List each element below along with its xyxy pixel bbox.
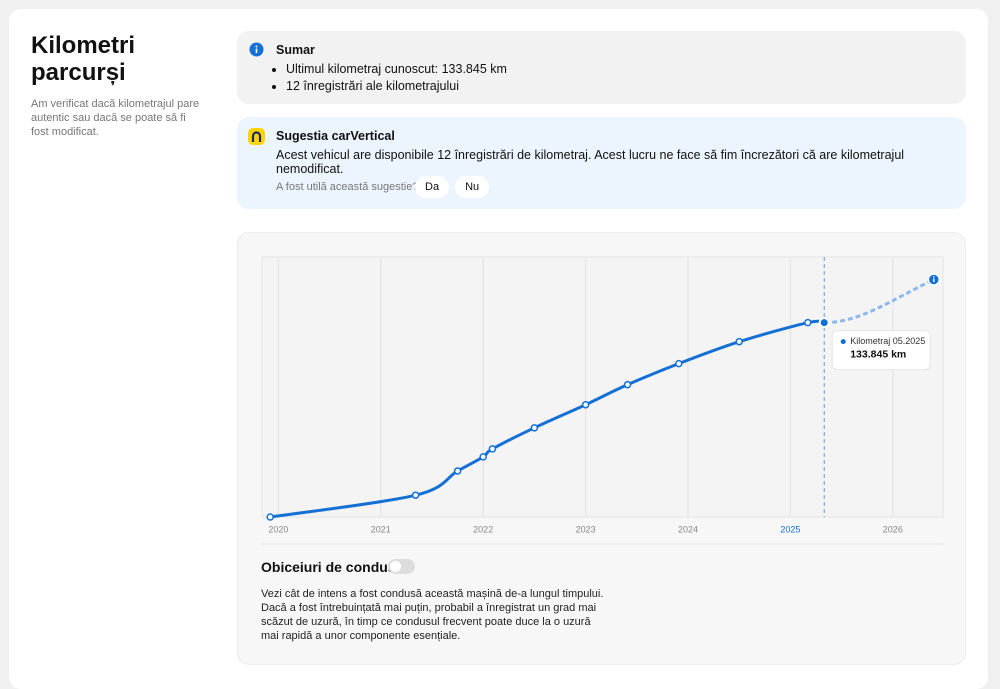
summary-title: Sumar <box>276 43 315 57</box>
brand-icon <box>248 128 265 145</box>
data-point <box>488 445 497 453</box>
data-point <box>266 513 274 521</box>
suggestion-question: A fost utilă această sugestie? <box>276 181 419 193</box>
plot-area <box>261 256 944 518</box>
summary-box: Sumar Ultimul kilometraj cunoscut: 133.8… <box>237 31 966 104</box>
data-point <box>818 317 830 329</box>
tooltip-title: Kilometraj 05.2025 <box>850 336 925 346</box>
page-title: Kilometri parcurși <box>31 32 136 86</box>
data-point <box>479 453 487 461</box>
summary-item: 12 înregistrări ale kilometrajului <box>286 78 507 95</box>
feedback-buttons: Da Nu <box>415 176 495 198</box>
x-tick-label: 2025 <box>780 524 800 534</box>
projection-line <box>824 278 935 325</box>
no-button[interactable]: Nu <box>455 176 490 198</box>
x-tick-label: 2020 <box>268 524 288 534</box>
summary-item: Ultimul kilometraj cunoscut: 133.845 km <box>286 61 507 78</box>
tooltip <box>831 330 931 371</box>
habits-title: Obiceiuri de condus <box>261 559 396 575</box>
suggestion-title: Sugestia carVertical <box>276 129 395 143</box>
data-point <box>623 380 632 389</box>
summary-list: Ultimul kilometraj cunoscut: 133.845 km … <box>264 61 507 95</box>
data-point <box>804 318 812 327</box>
info-glyph <box>933 278 935 283</box>
yes-button[interactable]: Da <box>415 176 450 198</box>
x-tick-label: 2023 <box>576 524 596 534</box>
mileage-chart: 2020 2021 2022 2023 2024 2025 2026 Kilometraj 0… <box>261 256 944 545</box>
data-point <box>530 424 539 432</box>
tooltip-dot <box>840 339 846 345</box>
info-glyph <box>932 276 935 278</box>
suggestion-text: Acest vehicul are disponibile 12 înregis… <box>276 148 905 176</box>
data-point <box>581 400 590 409</box>
x-tick-label: 2022 <box>473 524 493 534</box>
data-point <box>411 491 420 499</box>
x-tick-label: 2024 <box>678 524 698 534</box>
data-point <box>453 467 462 475</box>
page-description: Am verificat dacă kilometrajul pare aute… <box>31 98 200 138</box>
mileage-line <box>269 319 825 519</box>
habits-toggle[interactable] <box>388 559 415 574</box>
x-tick-label: 2026 <box>883 524 903 534</box>
suggestion-box: Sugestia carVertical Acest vehicul are d… <box>237 117 966 209</box>
data-point <box>675 359 683 368</box>
chart-card: 2020 2021 2022 2023 2024 2025 2026 Kilometraj 0… <box>237 232 966 665</box>
data-point <box>735 337 743 346</box>
habits-text: Vezi cât de intens a fost condusă aceast… <box>261 588 604 642</box>
tooltip-value: 133.845 km <box>850 348 906 360</box>
info-icon <box>249 42 264 57</box>
x-tick-label: 2021 <box>371 524 391 534</box>
